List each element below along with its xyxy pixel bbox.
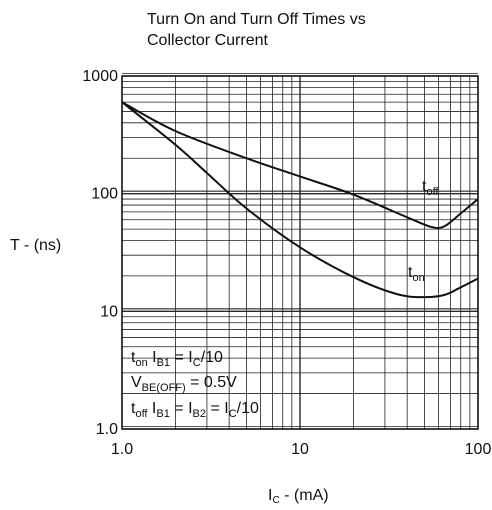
- annotation-text: = 0.5V: [186, 374, 237, 391]
- series-label-sub: off: [426, 186, 439, 198]
- annotation-subscript: B2: [193, 408, 206, 420]
- y-tick-label: 1.0: [96, 421, 118, 438]
- annotation-text: = I: [206, 400, 229, 417]
- annotation-line-2: VBE(OFF) = 0.5V: [131, 374, 237, 394]
- x-axis-label-rest: - (mA): [280, 487, 329, 504]
- series-label-ton: ton: [408, 264, 425, 284]
- annotation-line-3: toff IB1 = IB2 = IC/10: [131, 400, 259, 420]
- y-tick-label: 100: [91, 186, 118, 203]
- annotation-subscript: BE(OFF): [142, 382, 186, 394]
- x-tick-label: 100: [465, 441, 492, 458]
- annotation-subscript: off: [135, 408, 148, 420]
- annotation-subscript: B1: [157, 357, 170, 369]
- annotation-text: I: [147, 400, 156, 417]
- annotation-line-1: ton IB1 = IC/10: [131, 349, 223, 369]
- annotation-subscript: C: [229, 408, 237, 420]
- x-axis-label-sub: C: [272, 495, 279, 506]
- grid: [122, 74, 478, 430]
- annotation-subscript: on: [135, 357, 147, 369]
- x-tick-label: 1.0: [111, 441, 133, 458]
- annotation-text: V: [131, 374, 142, 391]
- x-axis-label: IC - (mA): [268, 487, 329, 505]
- annotation-text: I: [148, 349, 157, 366]
- annotation-text: = I: [170, 400, 193, 417]
- annotation-subscript: C: [193, 357, 201, 369]
- y-tick-label: 10: [100, 303, 118, 320]
- annotation-text: /10: [201, 349, 223, 366]
- series-label-sub: on: [412, 272, 424, 284]
- y-axis-label: T - (ns): [10, 237, 61, 255]
- y-tick-label: 1000: [82, 68, 118, 85]
- annotation-subscript: B1: [156, 408, 169, 420]
- x-tick-label: 10: [291, 441, 309, 458]
- tick-labels: 1.0 10 100 1.0 10 100 1000: [82, 68, 491, 458]
- annotation-text: /10: [237, 400, 259, 417]
- annotation-text: = I: [170, 349, 193, 366]
